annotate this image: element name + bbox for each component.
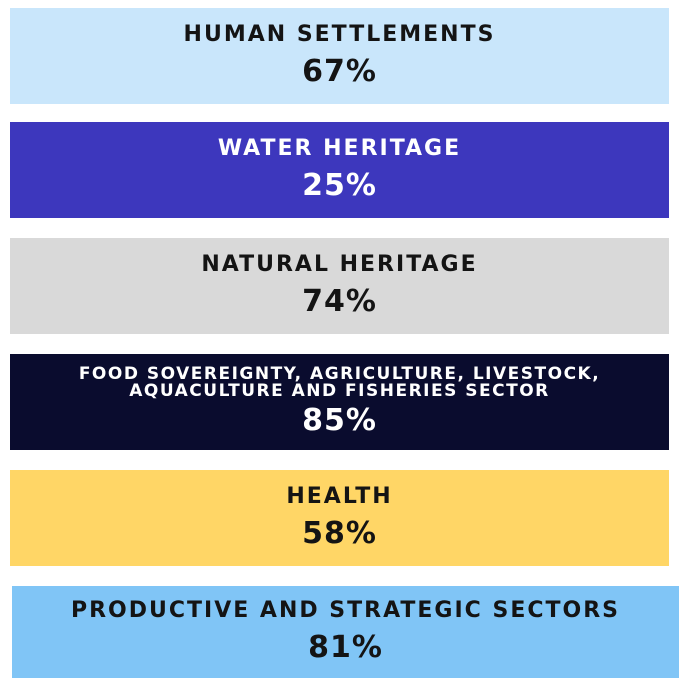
category-box: HUMAN SETTLEMENTS 67%: [10, 8, 669, 104]
category-box: PRODUCTIVE AND STRATEGIC SECTORS 81%: [12, 586, 679, 678]
category-box: NATURAL HERITAGE 74%: [10, 238, 669, 334]
category-value: 67%: [302, 54, 377, 89]
category-label: PRODUCTIVE AND STRATEGIC SECTORS: [70, 598, 620, 623]
category-value: 74%: [302, 284, 377, 319]
category-value: 25%: [302, 168, 377, 203]
category-label: NATURAL HERITAGE: [201, 252, 478, 277]
category-box: FOOD SOVEREIGNTY, AGRICULTURE, LIVESTOCK…: [10, 354, 669, 450]
category-value: 58%: [302, 516, 377, 551]
category-value: 81%: [308, 630, 383, 665]
category-value: 85%: [302, 403, 377, 438]
category-label: FOOD SOVEREIGNTY, AGRICULTURE, LIVESTOCK…: [78, 364, 601, 401]
category-label: WATER HERITAGE: [217, 136, 462, 161]
category-box: WATER HERITAGE 25%: [10, 122, 669, 218]
category-box: HEALTH 58%: [10, 470, 669, 566]
category-label: HUMAN SETTLEMENTS: [183, 22, 496, 47]
category-label: HEALTH: [286, 484, 393, 509]
